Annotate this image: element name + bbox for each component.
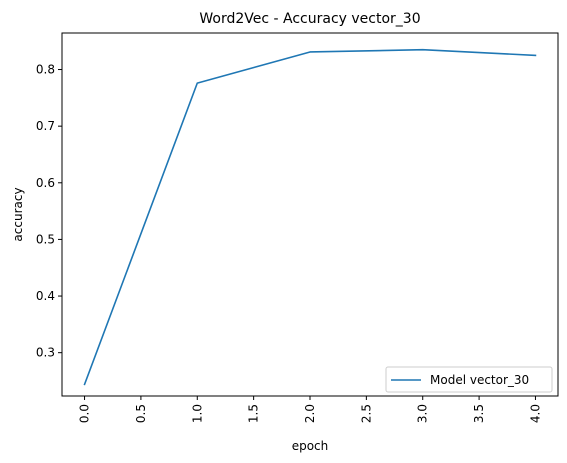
y-tick-label: 0.7 — [36, 119, 55, 133]
series-layer — [83, 48, 537, 386]
y-axis: 0.3 0.4 0.5 0.6 0.7 0.8 — [36, 63, 62, 360]
y-axis-label: accuracy — [11, 187, 25, 241]
y-tick-label: 0.8 — [36, 63, 55, 77]
series-line — [83, 48, 537, 386]
y-tick-label: 0.3 — [36, 346, 55, 360]
x-tick-label: 3.5 — [472, 404, 486, 423]
y-tick-label: 0.5 — [36, 232, 55, 246]
x-tick-label: 1.0 — [190, 404, 204, 423]
legend-label: Model vector_30 — [430, 373, 529, 387]
y-tick-label: 0.4 — [36, 289, 55, 303]
legend: Model vector_30 — [385, 366, 553, 393]
legend-box — [385, 366, 553, 393]
x-tick-label: 3.0 — [416, 404, 430, 423]
x-tick-label: 0.0 — [78, 404, 92, 423]
x-tick-label: 1.5 — [247, 404, 261, 423]
x-tick-label: 0.5 — [134, 404, 148, 423]
x-tick-label: 2.5 — [359, 404, 373, 423]
y-tick-label: 0.6 — [36, 176, 55, 190]
x-tick-label: 2.0 — [303, 404, 317, 423]
chart-title: Word2Vec - Accuracy vector_30 — [199, 11, 420, 27]
x-axis-label: epoch — [292, 439, 329, 453]
x-tick-label: 4.0 — [528, 404, 542, 423]
plot-area — [61, 32, 559, 397]
x-axis: 0.0 0.5 1.0 1.5 2.0 2.5 3.0 3.5 4.0 — [78, 396, 542, 423]
